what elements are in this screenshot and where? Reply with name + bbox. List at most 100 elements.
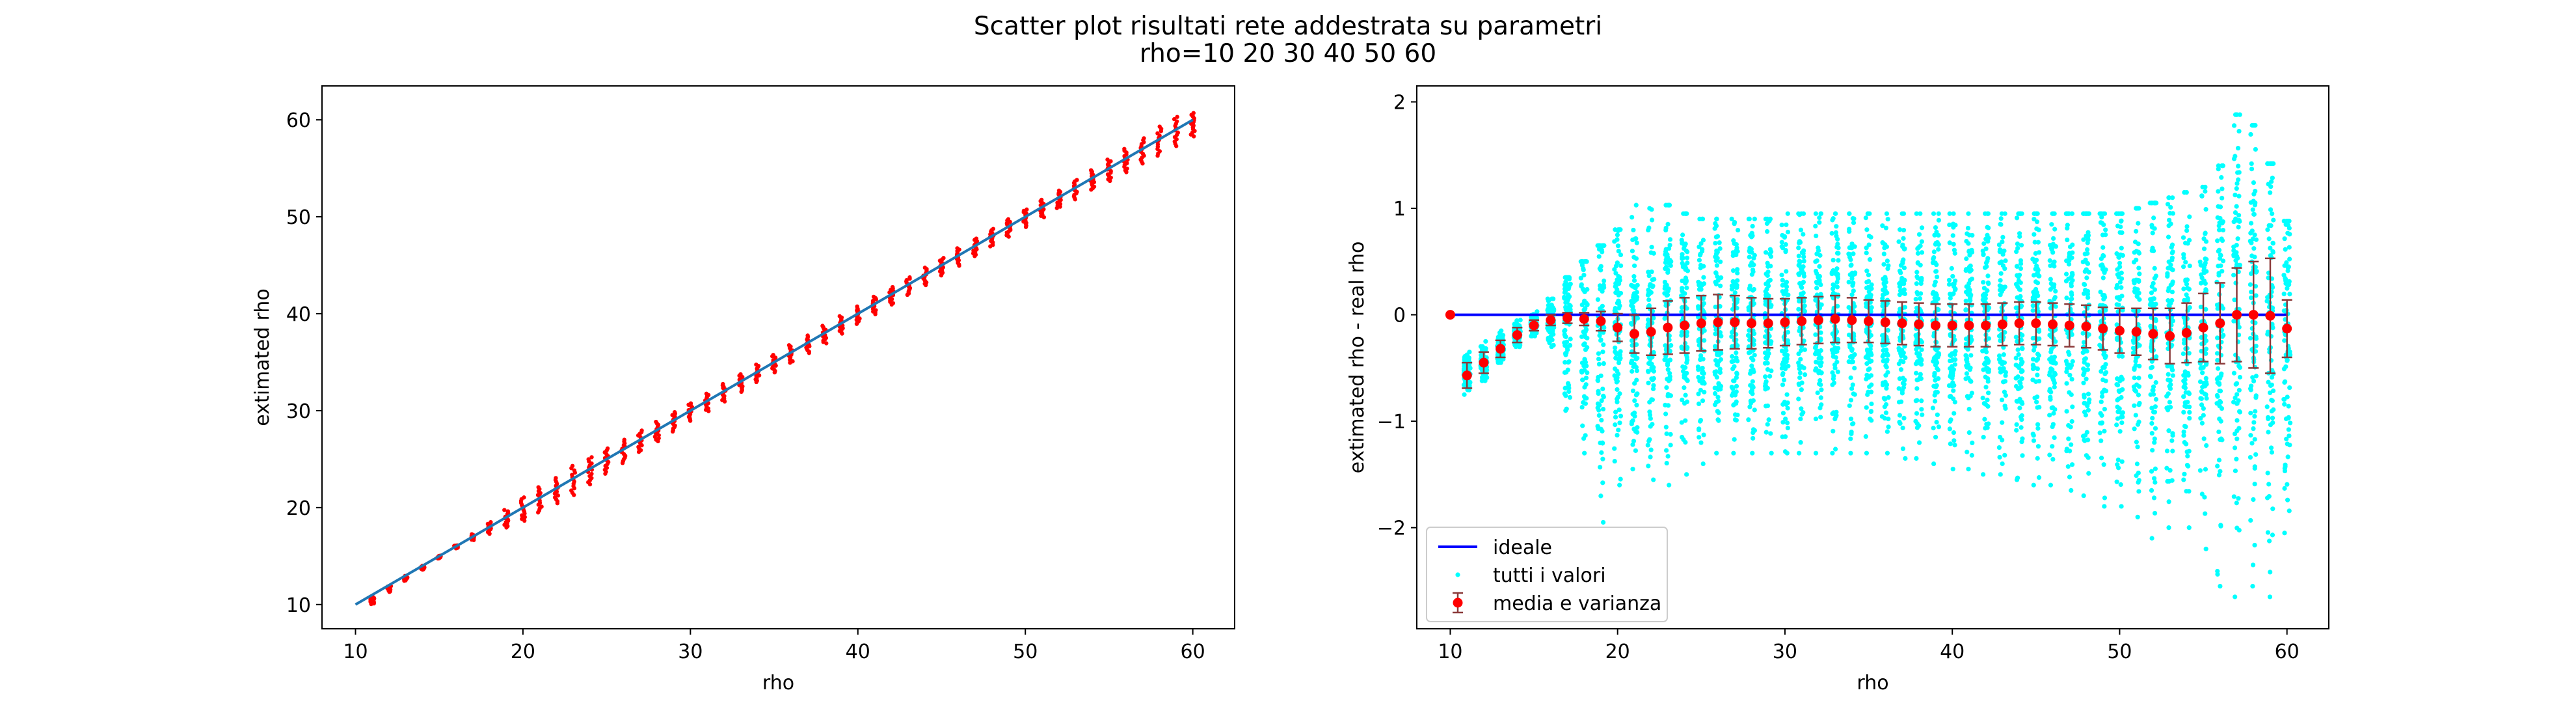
right-value-point [2031, 433, 2036, 438]
right-value-point [2152, 440, 2157, 445]
right-value-point [1668, 432, 1673, 437]
right-value-point [2086, 211, 2091, 216]
right-value-point [2119, 459, 2125, 464]
right-value-point [1867, 211, 1872, 216]
right-value-point [1650, 283, 1656, 288]
right-value-point [1799, 380, 1805, 385]
right-value-point [1631, 227, 1636, 233]
right-value-point [1718, 259, 1723, 264]
right-value-point [2131, 340, 2136, 345]
right-value-point [2154, 354, 2159, 359]
right-value-point [1933, 291, 1939, 296]
right-value-point [2081, 211, 2086, 216]
right-value-point [1882, 404, 1887, 409]
right-value-point [1669, 343, 1674, 348]
right-value-point [1849, 276, 1855, 281]
right-value-point [1802, 372, 1808, 378]
right-value-point [1752, 407, 1757, 413]
right-value-point [1902, 278, 1907, 283]
right-value-point [1747, 255, 1752, 260]
right-value-point [1966, 430, 1972, 435]
right-value-point [1867, 292, 1872, 297]
right-values-cluster [2063, 211, 2075, 493]
right-value-point [2149, 225, 2155, 230]
right-value-point [1830, 370, 1835, 376]
left-ytick-label: 50 [286, 206, 311, 229]
right-value-point [2149, 406, 2154, 411]
right-value-point [2013, 282, 2019, 287]
right-value-point [2086, 236, 2091, 241]
right-value-point [1882, 281, 1887, 286]
right-value-point [1782, 449, 1788, 454]
right-value-point [1869, 359, 1874, 364]
right-value-point [2048, 396, 2053, 402]
right-value-point [2186, 463, 2191, 469]
right-value-point [1802, 303, 1807, 309]
right-value-point [2182, 423, 2188, 429]
right-value-point [1901, 359, 1906, 365]
left-data-point [505, 509, 511, 514]
right-value-point [1650, 277, 1655, 282]
right-value-point [1634, 402, 1639, 407]
right-values-cluster [2097, 211, 2109, 509]
right-value-point [2153, 404, 2158, 409]
right-value-point [1996, 333, 2002, 338]
right-value-point [2086, 455, 2091, 460]
right-value-point [1813, 268, 1819, 274]
right-value-point [1831, 380, 1837, 385]
right-value-point [1648, 454, 1653, 460]
right-value-point [1885, 429, 1890, 434]
right-value-point [1866, 234, 1872, 239]
right-value-point [1664, 448, 1669, 453]
right-value-point [1749, 230, 1754, 236]
right-value-point [2216, 204, 2221, 209]
right-value-point [2030, 308, 2035, 313]
right-value-point [2031, 348, 2037, 353]
right-value-point [2101, 462, 2106, 467]
right-value-point [2134, 355, 2139, 361]
right-value-point [1598, 493, 1603, 499]
left-data-point [738, 372, 743, 377]
right-value-point [1780, 232, 1785, 238]
right-value-point [2034, 266, 2039, 271]
right-value-point [1647, 409, 1652, 415]
right-value-point [1633, 392, 1639, 398]
right-value-point [1881, 292, 1886, 297]
right-value-point [1998, 278, 2003, 283]
right-value-point [2181, 384, 2186, 390]
right-value-point [1914, 456, 1919, 461]
right-value-point [1730, 386, 1736, 391]
right-value-point [1780, 420, 1786, 425]
right-value-point [2181, 433, 2186, 438]
right-value-point [1714, 216, 1719, 222]
right-value-point [2013, 335, 2019, 340]
right-value-point [1970, 232, 1975, 238]
left-data-point [804, 345, 809, 350]
right-value-point [1901, 211, 1907, 216]
right-value-point [1602, 278, 1607, 284]
right-value-point [2218, 419, 2223, 424]
right-value-point [2216, 473, 2222, 478]
right-value-point [1801, 248, 1806, 253]
right-value-point [1713, 304, 1718, 310]
right-value-point [1801, 290, 1806, 296]
right-value-point [2086, 295, 2091, 300]
right-value-point [1779, 240, 1784, 245]
right-value-point [1966, 241, 1971, 246]
right-value-point [1579, 334, 1585, 339]
right-value-point [1750, 268, 1756, 273]
right-value-point [1880, 301, 1885, 307]
right-value-point [2181, 340, 2187, 346]
right-value-point [2069, 271, 2075, 276]
right-value-point [2065, 464, 2071, 469]
right-value-point [2014, 215, 2020, 221]
right-value-point [1951, 430, 1957, 435]
right-value-point [2186, 351, 2192, 356]
right-value-point [1980, 395, 1985, 400]
right-value-point [1582, 450, 1587, 456]
right-value-point [1630, 442, 1635, 447]
right-value-point [1665, 392, 1670, 397]
right-value-point [1797, 259, 1803, 264]
left-data-point [556, 493, 561, 498]
right-value-point [2165, 273, 2170, 279]
